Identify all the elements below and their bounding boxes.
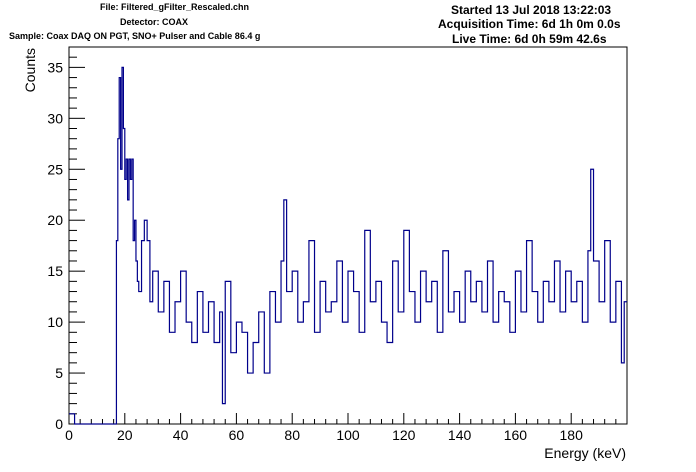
counts-histogram-line <box>69 66 627 425</box>
x-tick-label: 160 <box>504 427 528 443</box>
x-tick-label: 180 <box>560 427 584 443</box>
y-tick-label: 30 <box>47 110 63 126</box>
x-tick-label: 20 <box>117 427 133 443</box>
sample-label: Sample: Coax DAQ ON PGT, SNO+ Pulser and… <box>9 31 261 41</box>
x-axis-ticks: 0 20 40 60 80 100 120 140 160 180 <box>65 413 617 443</box>
x-axis-label: Energy (keV) <box>544 445 626 461</box>
x-tick-label: 140 <box>448 427 472 443</box>
detector-label: Detector: COAX <box>120 17 189 27</box>
y-tick-label: 20 <box>47 212 63 228</box>
y-tick-label: 0 <box>55 416 63 432</box>
y-tick-label: 10 <box>47 314 63 330</box>
started-label: Started 13 Jul 2018 13:22:03 <box>451 3 612 17</box>
x-tick-label: 120 <box>392 427 416 443</box>
y-tick-label: 15 <box>47 263 63 279</box>
file-label: File: Filtered_gFilter_Rescaled.chn <box>100 2 250 12</box>
x-tick-label: 0 <box>65 427 73 443</box>
y-tick-label: 5 <box>55 365 63 381</box>
y-axis-ticks: 0 5 10 15 20 25 30 35 <box>47 56 85 432</box>
y-axis-label: Counts <box>22 48 38 92</box>
plot-frame <box>68 46 628 425</box>
live-time-label: Live Time: 6d 0h 59m 42.6s <box>452 32 607 46</box>
acquisition-time-label: Acquisition Time: 6d 1h 0m 0.0s <box>438 17 621 31</box>
x-tick-label: 60 <box>229 427 245 443</box>
y-tick-label: 25 <box>47 161 63 177</box>
x-tick-label: 40 <box>173 427 189 443</box>
y-tick-label: 35 <box>47 59 63 75</box>
x-tick-label: 100 <box>336 427 360 443</box>
x-tick-label: 80 <box>284 427 300 443</box>
